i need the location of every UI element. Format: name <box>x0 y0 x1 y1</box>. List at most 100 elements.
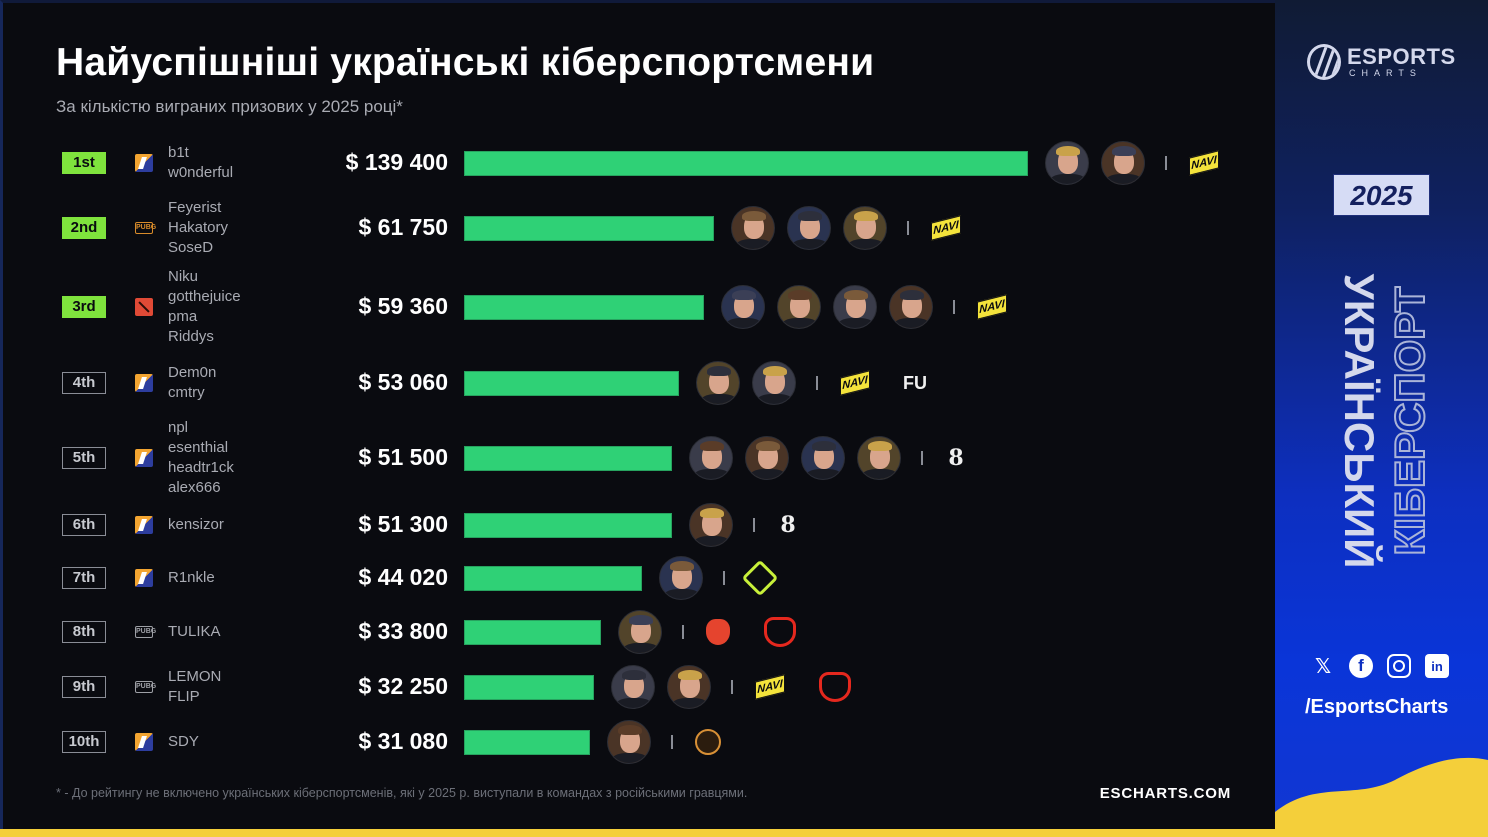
prize-bar <box>464 566 642 591</box>
player-avatar <box>787 206 831 250</box>
rank-badge: 10th <box>62 731 106 753</box>
fut-logo: FU <box>903 372 927 393</box>
rank-badge: 1st <box>62 152 106 174</box>
player-avatar <box>1045 141 1089 185</box>
player-avatars: 8 <box>689 503 821 547</box>
player-name: SDY <box>168 733 199 750</box>
player-name: esenthial <box>168 439 229 456</box>
prize-amount: $ 44 020 <box>358 564 448 590</box>
sidebar: ESPORTS CHARTS 2025 УКРАЇНСЬКИЙ КІБЕРСПО… <box>1275 0 1488 829</box>
player-name: LEMON <box>168 668 222 685</box>
player-avatars: NAVI <box>731 206 983 250</box>
nip-logo <box>741 559 779 597</box>
player-name: SoseD <box>168 239 214 256</box>
prize-amount: $ 53 060 <box>358 369 448 395</box>
player-avatar <box>801 436 845 480</box>
prize-amount: $ 33 800 <box>358 618 448 644</box>
footnote: * - До рейтингу не включено українських … <box>56 786 748 800</box>
player-name: gotthejuice <box>168 288 241 305</box>
prize-bar <box>464 295 704 320</box>
linkedin-icon[interactable]: in <box>1425 654 1449 678</box>
rank-badge: 2nd <box>62 217 106 239</box>
cs2-icon <box>135 154 153 172</box>
main-panel: Найуспішніші українські кіберспортсмени … <box>3 3 1275 829</box>
player-name: pma <box>168 308 198 325</box>
facebook-icon[interactable]: f <box>1349 654 1373 678</box>
player-avatars: NAVI <box>721 285 1029 329</box>
player-avatar <box>659 556 703 600</box>
player-names: Feyerist Hakatory SoseD <box>168 198 228 258</box>
player-names: SDY <box>168 732 199 752</box>
player-avatar <box>689 436 733 480</box>
mouz-logo <box>819 672 851 702</box>
player-avatar <box>833 285 877 329</box>
pubg-icon: PUBG <box>135 222 156 234</box>
player-avatar <box>857 436 901 480</box>
player-name: TULIKA <box>168 623 221 640</box>
player-names: LEMON FLIP <box>168 667 221 707</box>
prize-bar <box>464 513 672 538</box>
ukraine-flag-wave <box>1275 757 1488 829</box>
player-names: R1nkle <box>168 568 215 588</box>
rank-badge: 5th <box>62 447 106 469</box>
prize-bar <box>464 446 672 471</box>
player-name: w0nderful <box>168 164 234 181</box>
vertical-title-ukrainian: УКРАЇНСЬКИЙ <box>1336 273 1383 569</box>
player-name: alex666 <box>168 479 221 496</box>
x-icon[interactable]: 𝕏 <box>1314 655 1332 678</box>
player-avatars <box>618 610 818 654</box>
separator <box>1165 156 1167 170</box>
prize-bar <box>464 216 714 241</box>
separator <box>816 376 818 390</box>
prize-bar <box>464 730 590 755</box>
page-title: Найуспішніші українські кіберспортсмени <box>56 41 875 84</box>
page-subtitle: За кількістю виграних призових у 2025 ро… <box>56 97 403 116</box>
prize-amount: $ 59 360 <box>358 293 448 319</box>
dota2-icon <box>135 298 153 316</box>
player-avatar <box>618 610 662 654</box>
prize-amount: $ 139 400 <box>345 149 448 175</box>
player-avatars: 8 <box>689 436 989 480</box>
site-link[interactable]: ESCHARTS.COM <box>1099 785 1231 802</box>
prize-amount: $ 51 300 <box>358 511 448 537</box>
player-avatar <box>752 361 796 405</box>
player-avatars: NAVI FU <box>696 361 948 405</box>
player-avatar <box>689 503 733 547</box>
social-handle[interactable]: /EsportsCharts <box>1305 696 1449 718</box>
separator <box>723 571 725 585</box>
player-avatars: NAVI <box>611 665 873 709</box>
player-avatar <box>777 285 821 329</box>
prize-amount: $ 51 500 <box>358 444 448 470</box>
rank-badge: 6th <box>62 514 106 536</box>
player-names: Niku gotthejuice pma Riddys <box>168 267 241 347</box>
separator <box>921 451 923 465</box>
bottom-yellow-strip <box>0 829 1488 837</box>
esports-charts-logo[interactable]: ESPORTS CHARTS <box>1307 44 1456 80</box>
player-name: b1t <box>168 144 189 161</box>
player-name: Dem0n <box>168 364 217 381</box>
ence-logo <box>695 729 721 755</box>
separator <box>671 735 673 749</box>
player-name: Riddys <box>168 328 214 345</box>
player-name: cmtry <box>168 384 205 401</box>
player-avatar <box>721 285 765 329</box>
brand-name: ESPORTS <box>1347 44 1456 69</box>
player-avatars <box>659 556 795 600</box>
cs2-icon <box>135 516 153 534</box>
prize-amount: $ 61 750 <box>358 214 448 240</box>
prize-amount: $ 31 080 <box>358 728 448 754</box>
instagram-icon[interactable] <box>1387 654 1411 678</box>
prize-amount: $ 32 250 <box>358 673 448 699</box>
prize-bar <box>464 620 601 645</box>
player-names: b1t w0nderful <box>168 143 233 183</box>
player-avatar <box>667 665 711 709</box>
player-avatar <box>696 361 740 405</box>
separator <box>907 221 909 235</box>
boar-logo <box>706 619 730 645</box>
cs2-icon <box>135 374 153 392</box>
player-avatars <box>607 720 743 764</box>
player-names: TULIKA <box>168 622 221 642</box>
rank-badge: 8th <box>62 621 106 643</box>
player-avatar <box>843 206 887 250</box>
player-avatars: NAVI <box>1045 141 1241 185</box>
